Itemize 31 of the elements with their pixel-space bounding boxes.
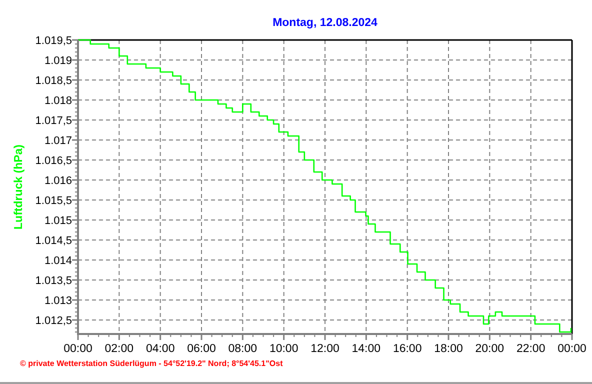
y-tick-label: 1.015,5 xyxy=(35,195,72,207)
chart-title: Montag, 12.08.2024 xyxy=(272,17,378,29)
y-tick-label: 1.019,5 xyxy=(35,35,72,47)
y-tick-label: 1.019 xyxy=(44,55,72,67)
y-tick-label: 1.016,5 xyxy=(35,155,72,167)
y-tick-label: 1.014 xyxy=(44,255,72,267)
x-tick-label: 02:00 xyxy=(104,343,134,355)
x-tick-label: 06:00 xyxy=(187,343,216,355)
x-tick-label: 18:00 xyxy=(434,343,463,355)
y-tick-label: 1.018,5 xyxy=(35,75,72,87)
x-tick-label: 12:00 xyxy=(310,343,340,355)
x-tick-label: 00:00 xyxy=(64,343,92,355)
x-tick-label: 22:00 xyxy=(516,343,546,355)
x-tick-label: 08:00 xyxy=(228,343,258,355)
text: © private Wetterstation Süderlügum - 54°52'19.2" Nord; 8°54'45.1"Ost xyxy=(20,359,284,368)
y-axis-title: Luftdruck (hPa) xyxy=(13,144,25,230)
x-tick-label: 04:00 xyxy=(146,343,175,355)
y-tick-label: 1.014,5 xyxy=(35,235,72,247)
x-tick-label: 00:00 xyxy=(558,343,586,355)
x-tick-label: 10:00 xyxy=(269,343,298,355)
y-tick-label: 1.017,5 xyxy=(35,115,72,127)
y-tick-label: 1.012,5 xyxy=(35,315,72,327)
x-tick-label: 16:00 xyxy=(392,343,422,355)
x-tick-label: 20:00 xyxy=(475,343,504,355)
y-tick-label: 1.016 xyxy=(44,175,72,187)
y-tick-label: 1.013,5 xyxy=(35,275,72,287)
y-tick-label: 1.017 xyxy=(44,135,72,147)
x-tick-label: 14:00 xyxy=(352,343,381,355)
y-tick-label: 1.015 xyxy=(44,215,72,227)
y-tick-label: 1.013 xyxy=(44,295,72,307)
y-tick-label: 1.018 xyxy=(44,95,72,107)
